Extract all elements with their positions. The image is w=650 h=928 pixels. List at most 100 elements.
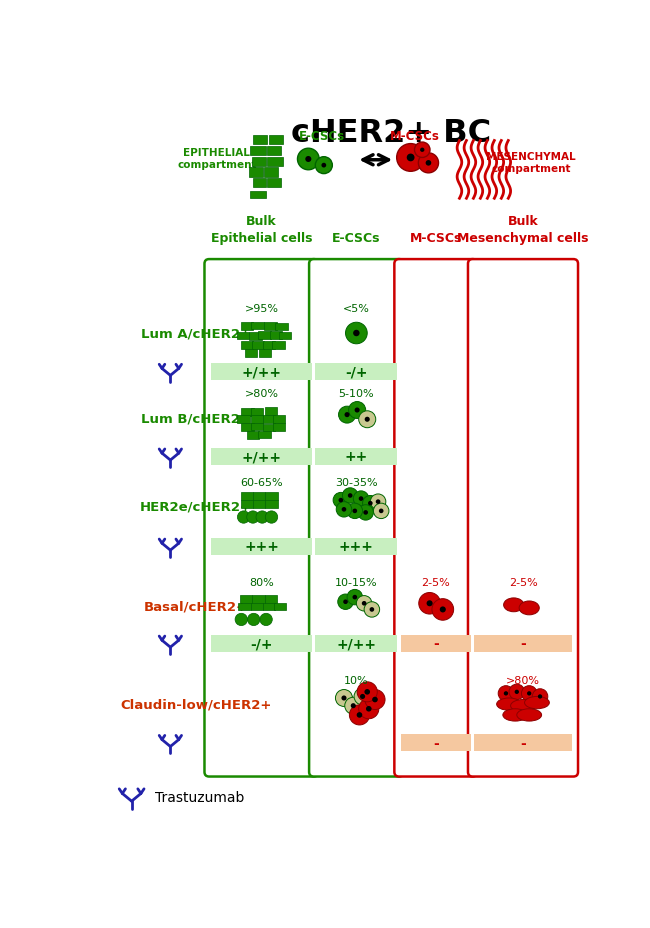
Circle shape bbox=[379, 509, 384, 513]
Circle shape bbox=[333, 493, 348, 509]
Bar bbox=[315, 364, 397, 380]
Text: -/+: -/+ bbox=[345, 365, 368, 380]
Circle shape bbox=[306, 157, 311, 162]
Circle shape bbox=[365, 418, 370, 422]
Ellipse shape bbox=[519, 601, 540, 615]
Text: 10-15%: 10-15% bbox=[335, 577, 378, 587]
Bar bbox=[258, 331, 270, 340]
Bar bbox=[240, 595, 252, 603]
Bar bbox=[241, 323, 254, 330]
Bar bbox=[474, 734, 572, 752]
Circle shape bbox=[351, 703, 356, 708]
Bar bbox=[211, 448, 312, 465]
Text: +++: +++ bbox=[244, 540, 279, 554]
Circle shape bbox=[347, 590, 363, 605]
Circle shape bbox=[419, 154, 439, 174]
Bar bbox=[252, 322, 264, 330]
Circle shape bbox=[440, 607, 446, 612]
Bar bbox=[250, 191, 266, 199]
Text: 2-5%: 2-5% bbox=[508, 577, 538, 587]
Circle shape bbox=[396, 145, 424, 172]
Circle shape bbox=[335, 690, 352, 707]
Circle shape bbox=[352, 595, 357, 599]
Bar bbox=[211, 538, 312, 555]
Bar bbox=[211, 635, 312, 652]
Bar bbox=[273, 423, 285, 432]
Circle shape bbox=[338, 595, 354, 610]
Text: >95%: >95% bbox=[244, 304, 278, 314]
Circle shape bbox=[315, 158, 332, 174]
FancyBboxPatch shape bbox=[205, 260, 318, 777]
Bar bbox=[263, 416, 275, 423]
Circle shape bbox=[357, 682, 377, 702]
Circle shape bbox=[355, 408, 359, 413]
Ellipse shape bbox=[511, 700, 536, 712]
Bar bbox=[274, 603, 286, 611]
Circle shape bbox=[353, 330, 359, 337]
Bar bbox=[238, 603, 251, 611]
Circle shape bbox=[352, 509, 357, 513]
Text: -/+: -/+ bbox=[250, 637, 273, 651]
Circle shape bbox=[365, 690, 370, 695]
Circle shape bbox=[419, 593, 441, 614]
Circle shape bbox=[348, 402, 366, 419]
Text: +++: +++ bbox=[339, 540, 374, 554]
Bar bbox=[237, 332, 249, 340]
Circle shape bbox=[370, 495, 386, 509]
Bar bbox=[247, 432, 259, 439]
Bar bbox=[270, 331, 282, 340]
Bar bbox=[400, 734, 471, 752]
Bar bbox=[315, 448, 397, 465]
Text: Bulk
Mesenchymal cells: Bulk Mesenchymal cells bbox=[457, 215, 589, 245]
Bar bbox=[249, 168, 263, 177]
Bar bbox=[315, 538, 397, 555]
Text: cHER2+ BC: cHER2+ BC bbox=[291, 118, 491, 149]
Circle shape bbox=[265, 511, 278, 523]
Circle shape bbox=[359, 496, 363, 501]
FancyBboxPatch shape bbox=[395, 260, 477, 777]
Circle shape bbox=[362, 601, 367, 606]
Circle shape bbox=[363, 510, 368, 515]
Bar bbox=[251, 603, 263, 611]
Circle shape bbox=[359, 699, 379, 719]
Circle shape bbox=[348, 494, 352, 498]
Text: -: - bbox=[433, 637, 439, 651]
Circle shape bbox=[407, 154, 415, 162]
Bar bbox=[275, 323, 287, 331]
Ellipse shape bbox=[517, 709, 541, 721]
FancyBboxPatch shape bbox=[468, 260, 578, 777]
Bar bbox=[252, 595, 265, 603]
Bar bbox=[259, 431, 271, 439]
Circle shape bbox=[343, 599, 348, 604]
Bar bbox=[237, 416, 250, 423]
Bar bbox=[251, 408, 263, 417]
Circle shape bbox=[336, 502, 352, 518]
Text: -: - bbox=[520, 637, 526, 651]
Bar bbox=[474, 635, 572, 652]
Text: MESENCHYMAL
compartment: MESENCHYMAL compartment bbox=[486, 151, 575, 174]
Text: 60-65%: 60-65% bbox=[240, 477, 283, 487]
Circle shape bbox=[359, 411, 376, 428]
Circle shape bbox=[342, 508, 346, 512]
Circle shape bbox=[260, 613, 272, 625]
Bar bbox=[273, 416, 285, 424]
Bar bbox=[240, 342, 253, 350]
Circle shape bbox=[344, 413, 350, 418]
Bar bbox=[259, 350, 271, 357]
Circle shape bbox=[426, 600, 433, 607]
Text: Lum A/cHER2+: Lum A/cHER2+ bbox=[141, 328, 251, 341]
Bar bbox=[269, 136, 283, 145]
Bar bbox=[264, 168, 278, 177]
Circle shape bbox=[339, 406, 356, 424]
Text: >80%: >80% bbox=[506, 675, 540, 685]
Text: Lum B/cHER2+: Lum B/cHER2+ bbox=[141, 412, 251, 425]
Text: <5%: <5% bbox=[343, 304, 370, 314]
Ellipse shape bbox=[525, 697, 549, 709]
Circle shape bbox=[360, 694, 365, 699]
Text: Bulk
Epithelial cells: Bulk Epithelial cells bbox=[211, 215, 312, 245]
Text: Trastuzumab: Trastuzumab bbox=[155, 790, 244, 804]
Bar bbox=[254, 179, 266, 188]
Bar bbox=[267, 158, 283, 167]
Bar bbox=[211, 364, 312, 380]
Circle shape bbox=[365, 690, 385, 710]
